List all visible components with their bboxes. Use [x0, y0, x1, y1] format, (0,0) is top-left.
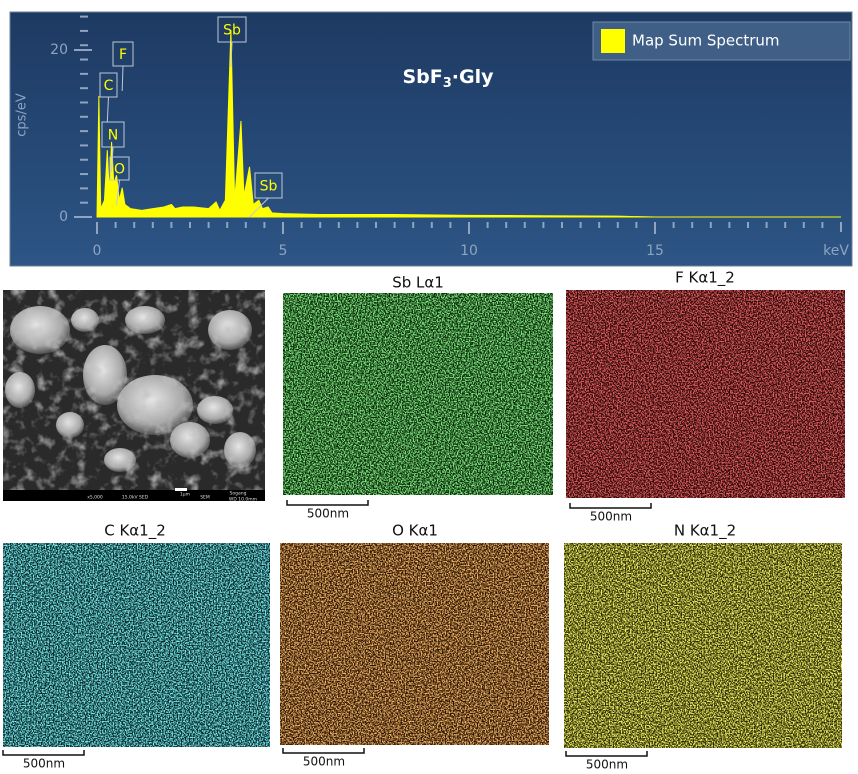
peak-label: O — [114, 162, 125, 178]
figure: SbF3·Gly cps/eV keV x5,00015.0kV SED1μmS… — [0, 0, 858, 774]
scale-label: 500nm — [307, 507, 349, 521]
scale-bar — [3, 750, 84, 755]
x-tick-label: 5 — [279, 243, 288, 259]
legend-swatch — [601, 29, 625, 53]
x-axis-label: keV — [823, 243, 849, 259]
y-tick-label: 20 — [50, 42, 68, 58]
map-title: F Kα1_2 — [675, 269, 735, 288]
sem-label: Sogang — [230, 491, 247, 497]
peak-label: Sb — [223, 23, 241, 39]
map-title: C Kα1_2 — [104, 522, 166, 541]
y-tick-label: 0 — [59, 209, 68, 225]
legend-label: Map Sum Spectrum — [632, 32, 780, 50]
element-map — [3, 543, 270, 747]
sem-scale-bar — [175, 488, 187, 491]
map-title: O Kα1 — [392, 522, 438, 540]
element-map — [564, 543, 842, 748]
peak-label: F — [119, 47, 127, 63]
title-subscript: 3 — [443, 76, 452, 91]
x-tick-label: 0 — [93, 243, 102, 259]
sem-label: WD 10.0mm — [229, 497, 257, 503]
scale-label: 500nm — [586, 758, 628, 772]
scale-label: 500nm — [303, 755, 345, 769]
scale-bar — [287, 500, 368, 505]
title-part: SbF — [402, 66, 442, 88]
map-title: N Kα1_2 — [674, 522, 736, 541]
scale-bar — [283, 748, 364, 753]
title-part: ·Gly — [452, 66, 494, 88]
y-axis-label: cps/eV — [15, 93, 30, 137]
sem-label: 1μm — [180, 492, 190, 498]
element-map — [283, 293, 553, 495]
element-map — [280, 543, 549, 745]
scale-label: 500nm — [23, 757, 65, 771]
sem-texture — [3, 290, 265, 490]
element-map — [566, 290, 845, 498]
sem-label: 15.0kV SED — [122, 495, 149, 501]
scale-label: 500nm — [590, 510, 632, 524]
peak-label: N — [108, 128, 118, 144]
peak-label: Sb — [260, 179, 278, 195]
scale-bar — [566, 751, 647, 756]
sem-label: SEM — [200, 495, 210, 501]
map-title: Sb Lα1 — [392, 274, 444, 292]
x-tick-label: 15 — [646, 243, 664, 259]
sem-label: x5,000 — [87, 495, 103, 501]
scale-bar — [570, 503, 651, 508]
peak-label: C — [104, 78, 114, 94]
x-tick-label: 10 — [460, 243, 478, 259]
